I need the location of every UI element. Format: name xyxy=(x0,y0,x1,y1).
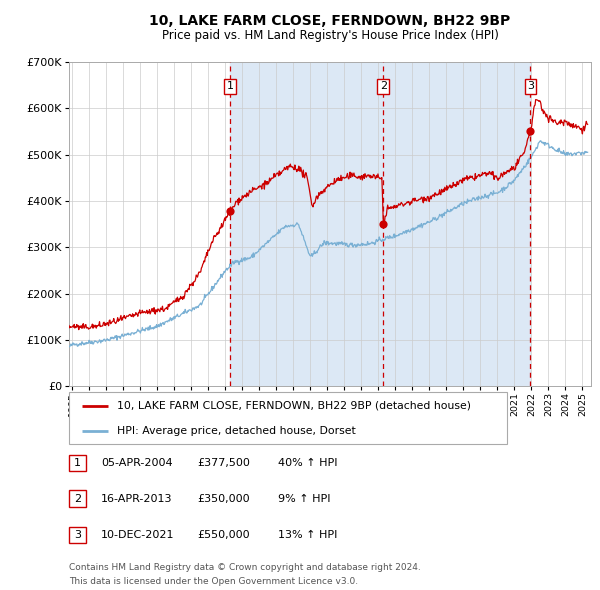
Point xyxy=(379,219,388,229)
Text: 3: 3 xyxy=(74,530,81,540)
Text: Price paid vs. HM Land Registry's House Price Index (HPI): Price paid vs. HM Land Registry's House … xyxy=(161,29,499,42)
Text: 9% ↑ HPI: 9% ↑ HPI xyxy=(278,494,331,503)
Bar xyxy=(230,62,530,386)
Text: Contains HM Land Registry data © Crown copyright and database right 2024.: Contains HM Land Registry data © Crown c… xyxy=(69,563,421,572)
Text: 05-APR-2004: 05-APR-2004 xyxy=(101,458,172,468)
Text: 10, LAKE FARM CLOSE, FERNDOWN, BH22 9BP: 10, LAKE FARM CLOSE, FERNDOWN, BH22 9BP xyxy=(149,14,511,28)
Text: 40% ↑ HPI: 40% ↑ HPI xyxy=(278,458,337,468)
Text: 3: 3 xyxy=(527,81,534,91)
Text: 10, LAKE FARM CLOSE, FERNDOWN, BH22 9BP (detached house): 10, LAKE FARM CLOSE, FERNDOWN, BH22 9BP … xyxy=(117,401,471,411)
Text: 10-DEC-2021: 10-DEC-2021 xyxy=(101,530,175,540)
Text: £550,000: £550,000 xyxy=(197,530,250,540)
Text: HPI: Average price, detached house, Dorset: HPI: Average price, detached house, Dors… xyxy=(117,426,356,435)
FancyBboxPatch shape xyxy=(69,392,507,444)
Text: 1: 1 xyxy=(74,458,81,468)
Text: £350,000: £350,000 xyxy=(197,494,250,503)
Text: 2: 2 xyxy=(74,494,81,503)
Text: 16-APR-2013: 16-APR-2013 xyxy=(101,494,172,503)
Text: 1: 1 xyxy=(227,81,233,91)
Text: This data is licensed under the Open Government Licence v3.0.: This data is licensed under the Open Gov… xyxy=(69,576,358,586)
Text: 2: 2 xyxy=(380,81,387,91)
Text: 13% ↑ HPI: 13% ↑ HPI xyxy=(278,530,337,540)
Point xyxy=(225,206,235,216)
Point xyxy=(526,127,535,136)
Text: £377,500: £377,500 xyxy=(197,458,250,468)
